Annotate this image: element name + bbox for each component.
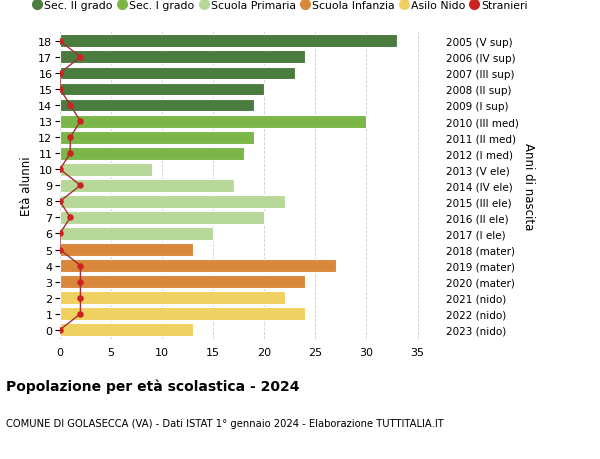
Point xyxy=(55,246,65,254)
Point xyxy=(65,214,75,222)
Bar xyxy=(60,100,254,112)
Bar xyxy=(60,115,367,128)
Bar xyxy=(60,308,305,320)
Bar xyxy=(60,67,295,80)
Point xyxy=(76,262,85,269)
Bar xyxy=(60,275,305,288)
Point xyxy=(55,70,65,78)
Bar xyxy=(60,291,285,304)
Bar xyxy=(60,179,233,192)
Point xyxy=(76,278,85,285)
Point xyxy=(55,326,65,334)
Point xyxy=(55,198,65,206)
Point xyxy=(55,38,65,45)
Bar xyxy=(60,51,305,64)
Bar xyxy=(60,228,213,241)
Bar xyxy=(60,212,265,224)
Legend: Sec. II grado, Sec. I grado, Scuola Primaria, Scuola Infanzia, Asilo Nido, Stran: Sec. II grado, Sec. I grado, Scuola Prim… xyxy=(31,0,531,15)
Y-axis label: Età alunni: Età alunni xyxy=(20,156,32,216)
Bar xyxy=(60,196,285,208)
Point xyxy=(76,310,85,318)
Y-axis label: Anni di nascita: Anni di nascita xyxy=(522,142,535,230)
Point xyxy=(76,118,85,125)
Point xyxy=(55,86,65,94)
Bar xyxy=(60,163,152,176)
Text: COMUNE DI GOLASECCA (VA) - Dati ISTAT 1° gennaio 2024 - Elaborazione TUTTITALIA.: COMUNE DI GOLASECCA (VA) - Dati ISTAT 1°… xyxy=(6,418,444,428)
Point xyxy=(76,54,85,62)
Bar xyxy=(60,131,254,144)
Point xyxy=(65,102,75,110)
Bar xyxy=(60,35,397,48)
Bar xyxy=(60,324,193,336)
Point xyxy=(65,134,75,141)
Bar xyxy=(60,84,265,96)
Point xyxy=(55,166,65,174)
Bar xyxy=(60,260,336,272)
Point xyxy=(65,150,75,157)
Bar xyxy=(60,244,193,257)
Text: Popolazione per età scolastica - 2024: Popolazione per età scolastica - 2024 xyxy=(6,379,299,393)
Point xyxy=(55,230,65,238)
Point xyxy=(76,182,85,190)
Bar xyxy=(60,147,244,160)
Point xyxy=(76,294,85,302)
